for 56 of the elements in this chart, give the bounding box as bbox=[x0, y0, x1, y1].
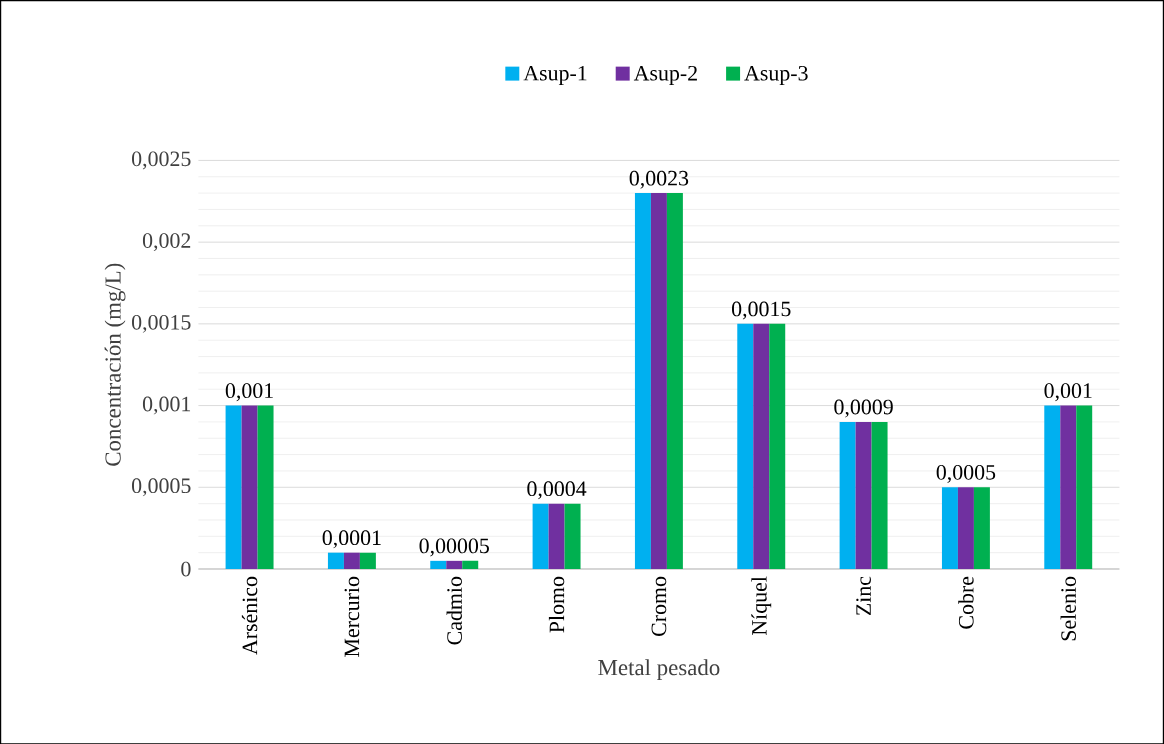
data-label: 0,0001 bbox=[322, 530, 381, 549]
x-axis-title: Metal pesado bbox=[598, 658, 720, 680]
bar bbox=[737, 323, 754, 569]
bar bbox=[225, 405, 242, 569]
x-tick-label: Níquel bbox=[751, 576, 772, 635]
bar bbox=[941, 487, 958, 569]
bar bbox=[634, 192, 651, 569]
bar bbox=[430, 560, 447, 569]
x-tick-label: Cromo bbox=[651, 576, 667, 636]
bar bbox=[241, 405, 258, 569]
bar bbox=[359, 552, 376, 569]
bar bbox=[564, 503, 581, 569]
y-tick-label: 0,001 bbox=[142, 396, 191, 415]
bar bbox=[532, 503, 549, 569]
bar bbox=[973, 487, 990, 569]
bar bbox=[1060, 405, 1077, 569]
data-label: 0,00005 bbox=[419, 538, 489, 557]
bar bbox=[462, 560, 479, 569]
y-tick-label: 0,002 bbox=[142, 232, 191, 251]
data-label: 0,0023 bbox=[629, 170, 689, 189]
legend-label: Asup-2 bbox=[633, 65, 697, 85]
legend-label: Asup-3 bbox=[744, 65, 808, 85]
data-label: 0,001 bbox=[225, 383, 273, 401]
y-tick-label: 0,0025 bbox=[132, 151, 191, 170]
x-tick-label: Cadmio bbox=[446, 576, 462, 645]
bar bbox=[871, 421, 888, 569]
x-tick-label: Mercurio bbox=[344, 576, 360, 657]
x-tick-label: Plomo bbox=[548, 576, 565, 633]
bar bbox=[650, 192, 667, 569]
bar bbox=[1044, 405, 1061, 569]
legend-label: Asup-1 bbox=[523, 65, 587, 85]
bar bbox=[855, 421, 872, 569]
bar bbox=[548, 503, 565, 569]
data-label: 0,0004 bbox=[527, 481, 587, 500]
bar bbox=[839, 421, 856, 569]
data-label: 0,0015 bbox=[731, 301, 791, 320]
y-tick-label: 0,0005 bbox=[132, 478, 191, 497]
data-label: 0,0005 bbox=[936, 464, 996, 483]
bar bbox=[343, 552, 360, 569]
bar bbox=[753, 323, 770, 569]
bar bbox=[327, 552, 344, 569]
bar bbox=[257, 405, 274, 569]
bar bbox=[957, 487, 974, 569]
y-tick-label: 0,0015 bbox=[132, 314, 191, 333]
x-tick-label: Cobre bbox=[958, 576, 974, 629]
bar bbox=[1076, 405, 1093, 569]
bar bbox=[666, 192, 683, 569]
data-label: 0,0009 bbox=[834, 399, 893, 418]
y-tick-label: 0 bbox=[181, 561, 191, 577]
x-tick-label: Zinc bbox=[856, 576, 871, 615]
bar bbox=[446, 560, 463, 569]
y-axis-title: Concentración (mg/L) bbox=[104, 263, 126, 466]
x-tick-label: Arsénico bbox=[241, 576, 258, 655]
x-tick-label: Selenio bbox=[1060, 576, 1076, 641]
data-label: 0,001 bbox=[1044, 383, 1092, 401]
bar bbox=[769, 323, 786, 569]
